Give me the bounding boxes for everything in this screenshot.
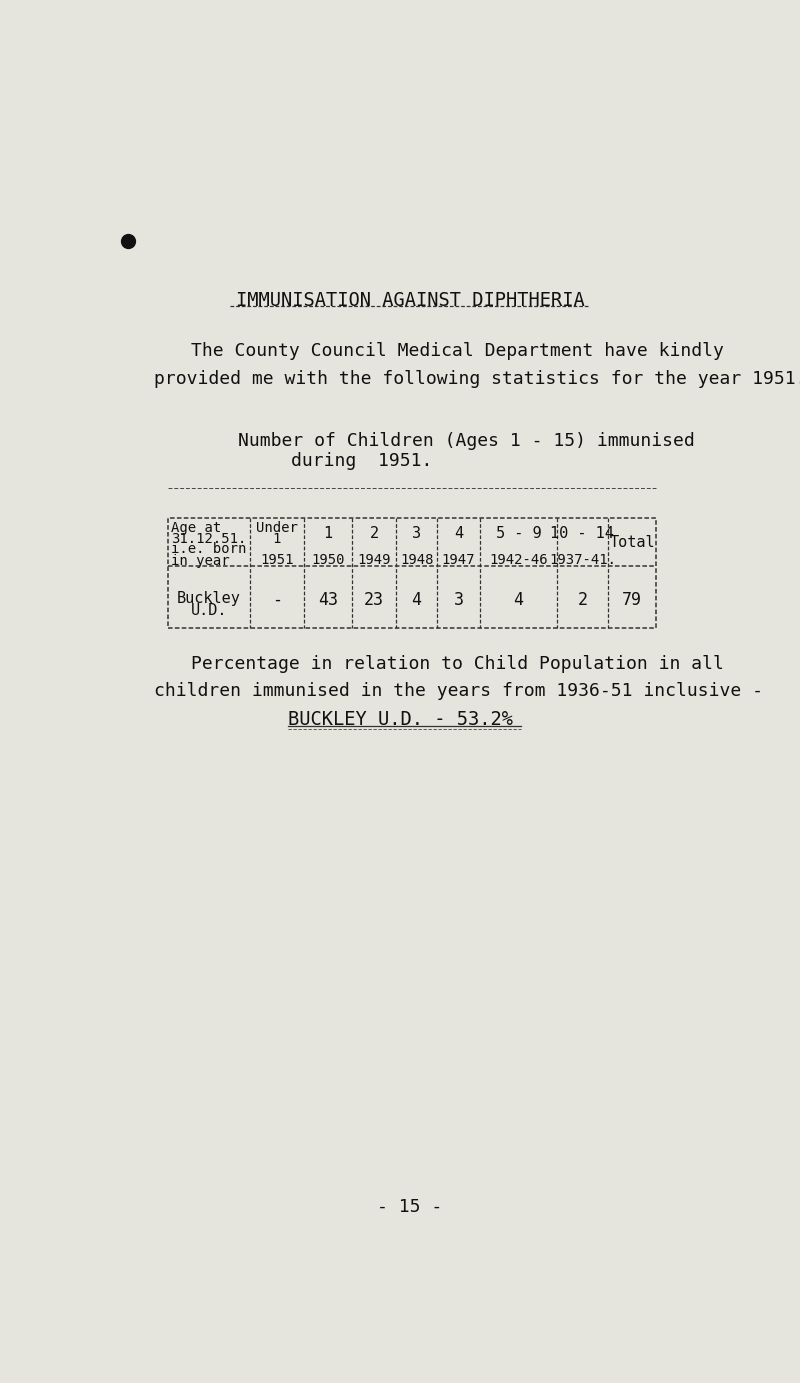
Text: Number of Children (Ages 1 - 15) immunised: Number of Children (Ages 1 - 15) immunis… <box>238 431 694 449</box>
Text: 4: 4 <box>454 526 463 541</box>
Text: in year: in year <box>171 555 230 568</box>
Text: 3: 3 <box>412 526 421 541</box>
Text: 1948: 1948 <box>400 552 434 567</box>
Text: during  1951.: during 1951. <box>291 452 433 470</box>
Text: 5 - 9: 5 - 9 <box>496 526 542 541</box>
Text: i.e. born: i.e. born <box>171 542 246 556</box>
Bar <box>168 517 657 628</box>
Text: 3: 3 <box>454 591 463 609</box>
Text: 1: 1 <box>273 531 281 546</box>
Text: 79: 79 <box>622 591 642 609</box>
Text: BUCKLEY U.D. - 53.2%: BUCKLEY U.D. - 53.2% <box>288 711 514 729</box>
Text: IMMUNISATION AGAINST DIPHTHERIA: IMMUNISATION AGAINST DIPHTHERIA <box>236 290 584 310</box>
Text: 31.12.51.: 31.12.51. <box>171 531 246 546</box>
Text: Total: Total <box>610 535 655 550</box>
Text: Under: Under <box>256 521 298 535</box>
Text: U.D.: U.D. <box>190 603 227 618</box>
Text: 23: 23 <box>364 591 384 609</box>
Text: - 15 -: - 15 - <box>378 1198 442 1216</box>
Text: 4: 4 <box>514 591 523 609</box>
Text: Buckley: Buckley <box>177 591 241 606</box>
Text: -: - <box>272 591 282 609</box>
Text: 1: 1 <box>323 526 333 541</box>
Text: 2: 2 <box>370 526 378 541</box>
Text: 1950: 1950 <box>311 552 345 567</box>
Text: 4: 4 <box>411 591 422 609</box>
Text: 1947: 1947 <box>442 552 475 567</box>
Text: 2: 2 <box>578 591 587 609</box>
Text: 43: 43 <box>318 591 338 609</box>
Text: Age at: Age at <box>171 521 222 535</box>
Text: 1942-46: 1942-46 <box>489 552 548 567</box>
Text: children immunised in the years from 1936-51 inclusive -: children immunised in the years from 193… <box>154 682 763 700</box>
Text: 1951: 1951 <box>260 552 294 567</box>
Text: Percentage in relation to Child Population in all: Percentage in relation to Child Populati… <box>191 656 724 674</box>
Text: The County Council Medical Department have kindly: The County Council Medical Department ha… <box>191 342 724 360</box>
Text: 10 - 14: 10 - 14 <box>550 526 614 541</box>
Text: 1949: 1949 <box>358 552 390 567</box>
Text: 1937-41.: 1937-41. <box>549 552 616 567</box>
Text: provided me with the following statistics for the year 1951.: provided me with the following statistic… <box>154 371 800 389</box>
